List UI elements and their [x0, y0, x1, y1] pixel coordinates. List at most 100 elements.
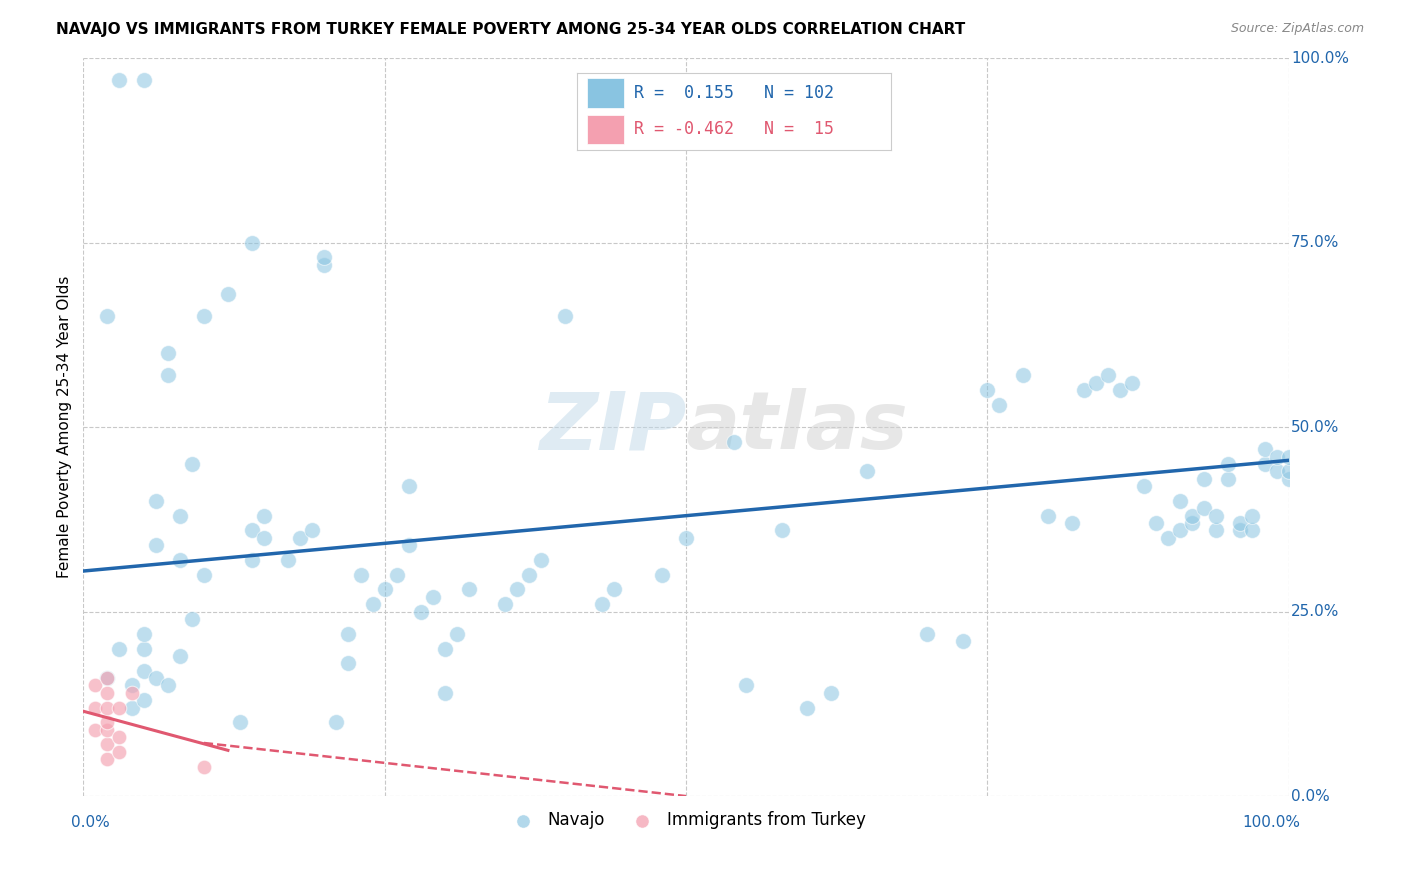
Point: [530, 553, 553, 567]
Text: atlas: atlas: [686, 388, 908, 467]
Point: [1229, 516, 1251, 530]
Point: [253, 508, 276, 523]
Point: [96, 738, 118, 752]
Point: [132, 641, 155, 656]
Point: [96, 686, 118, 700]
Point: [494, 597, 516, 611]
Point: [108, 730, 131, 744]
Point: [325, 715, 347, 730]
Point: [1144, 516, 1167, 530]
Point: [735, 678, 758, 692]
Point: [156, 368, 179, 383]
Point: [1060, 516, 1083, 530]
Point: [337, 657, 360, 671]
Point: [108, 700, 131, 714]
Point: [301, 524, 323, 538]
Text: 0.0%: 0.0%: [72, 814, 110, 830]
Point: [240, 235, 263, 250]
Point: [675, 531, 697, 545]
Point: [1194, 501, 1216, 516]
Point: [169, 553, 191, 567]
Point: [217, 287, 239, 301]
Text: 100.0%: 100.0%: [1243, 814, 1301, 830]
Point: [1121, 376, 1143, 390]
Point: [1073, 383, 1095, 397]
Point: [1241, 508, 1264, 523]
Point: [84, 723, 107, 737]
Point: [132, 626, 155, 640]
Point: [96, 700, 118, 714]
Point: [169, 648, 191, 663]
Point: [96, 671, 118, 685]
Point: [169, 508, 191, 523]
Point: [554, 310, 576, 324]
Text: 25.0%: 25.0%: [1291, 604, 1340, 619]
Point: [240, 524, 263, 538]
Point: [96, 310, 118, 324]
Text: 50.0%: 50.0%: [1291, 419, 1340, 434]
Point: [602, 582, 624, 597]
Point: [1218, 457, 1240, 471]
Point: [132, 73, 155, 87]
Point: [1181, 508, 1204, 523]
Point: [398, 538, 420, 552]
Point: [253, 531, 276, 545]
Point: [121, 686, 143, 700]
Point: [770, 524, 793, 538]
Text: ZIP: ZIP: [538, 388, 686, 467]
Text: NAVAJO VS IMMIGRANTS FROM TURKEY FEMALE POVERTY AMONG 25-34 YEAR OLDS CORRELATIO: NAVAJO VS IMMIGRANTS FROM TURKEY FEMALE …: [56, 22, 966, 37]
Legend: Navajo, Immigrants from Turkey: Navajo, Immigrants from Turkey: [499, 805, 873, 836]
Point: [1194, 472, 1216, 486]
Point: [156, 346, 179, 360]
Text: 100.0%: 100.0%: [1291, 51, 1348, 66]
Point: [1133, 479, 1156, 493]
Point: [723, 434, 745, 449]
Point: [121, 678, 143, 692]
Point: [458, 582, 481, 597]
Point: [374, 582, 396, 597]
Point: [1241, 524, 1264, 538]
Point: [145, 538, 167, 552]
Point: [145, 494, 167, 508]
Point: [398, 479, 420, 493]
Point: [820, 686, 842, 700]
Point: [193, 759, 215, 773]
Point: [1168, 494, 1191, 508]
Point: [361, 597, 384, 611]
Point: [1229, 524, 1251, 538]
Point: [108, 641, 131, 656]
Point: [1253, 442, 1275, 457]
Point: [1109, 383, 1132, 397]
Point: [314, 251, 336, 265]
Point: [433, 641, 456, 656]
Point: [290, 531, 312, 545]
Point: [506, 582, 529, 597]
Point: [1265, 464, 1288, 478]
Point: [988, 398, 1011, 412]
Point: [433, 686, 456, 700]
Point: [96, 723, 118, 737]
Point: [1012, 368, 1035, 383]
Point: [976, 383, 998, 397]
Point: [96, 752, 118, 766]
Point: [1084, 376, 1107, 390]
Point: [277, 553, 299, 567]
Point: [385, 567, 408, 582]
Point: [84, 700, 107, 714]
Point: [193, 310, 215, 324]
Point: [84, 678, 107, 692]
Point: [337, 626, 360, 640]
Point: [1205, 508, 1227, 523]
Point: [517, 567, 540, 582]
Point: [145, 671, 167, 685]
Point: [96, 715, 118, 730]
Point: [1097, 368, 1119, 383]
Point: [1036, 508, 1059, 523]
Point: [1181, 516, 1204, 530]
Point: [108, 745, 131, 759]
Point: [121, 700, 143, 714]
Point: [1278, 464, 1301, 478]
Point: [915, 626, 938, 640]
Point: [422, 590, 444, 604]
Point: [240, 553, 263, 567]
